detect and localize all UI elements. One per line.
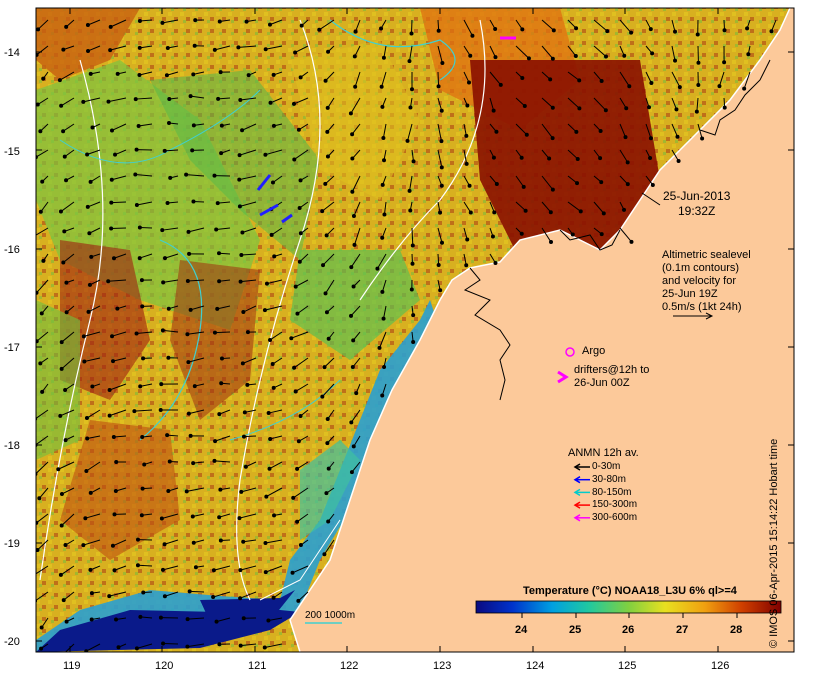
imos-credit: © IMOS 06-Apr-2015 15:14:22 Hobart time [768,438,780,648]
anmn-legend-arrow [573,501,590,509]
altimetry-note-line: Altimetric sealevel [662,249,751,261]
lon-tick-label: 120 [155,660,174,672]
colorbar-tick-label: 25 [569,624,582,636]
anmn-legend-item: 150-300m [592,499,638,510]
lon-tick-label: 119 [63,660,81,672]
lon-tick-label: 125 [618,660,637,672]
lat-tick-label: -17 [4,342,20,354]
lat-tick-label: -18 [4,440,20,452]
land-mass [290,8,794,652]
lat-tick-label: -19 [4,538,20,550]
anmn-legend-item: 30-80m [592,474,626,485]
anmn-legend-item: 300-600m [592,512,638,523]
argo-marker [565,347,575,357]
altimetry-note-line: 0.5m/s (1kt 24h) [662,301,742,313]
drifter-arrows [256,174,293,224]
date-label: 25-Jun-2013 [663,189,731,203]
colorbar-tick-label: 28 [730,624,743,636]
depth-scale-label: 200 1000m [305,610,356,621]
altimetry-note-line: and velocity for [662,275,736,287]
colorbar-title: Temperature (°C) NOAA18_L3U 6% ql>=4 [523,585,737,597]
colorbar [475,600,782,614]
drifters-label-line: drifters@12h to [574,364,650,376]
anmn-legend-arrow [573,488,590,497]
anmn-legend-item: 80-150m [592,487,632,498]
anmn-legend-arrow [573,476,590,484]
altimetry-note-line: (0.1m contours) [662,262,740,274]
anmn-legend-arrow [573,514,590,522]
anmn-legend-arrow [573,463,590,471]
anmn-legend-title: ANMN 12h av. [568,447,639,459]
time-label: 19:32Z [678,204,716,218]
colorbar-tick-label: 24 [515,624,528,636]
lat-tick-label: -14 [4,47,20,59]
drifter-marker [557,370,569,384]
lon-tick-label: 121 [248,660,267,672]
lon-tick-label: 123 [433,660,452,672]
lon-tick-label: 126 [711,660,730,672]
lon-tick-label: 122 [340,660,359,672]
map-frame [35,7,795,653]
lon-tick-label: 124 [526,660,545,672]
drifters-label-line: 26-Jun 00Z [574,377,630,389]
argo-label: Argo [582,345,606,357]
lat-tick-label: -15 [4,146,20,158]
lat-tick-label: -16 [4,244,20,256]
lat-tick-label: -20 [4,636,20,648]
anmn-legend-item: 0-30m [592,461,621,472]
colorbar-tick-label: 26 [622,624,635,636]
colorbar-tick-label: 27 [676,624,689,636]
altimetry-note-line: 25-Jun 19Z [662,288,718,300]
coastline [289,8,791,652]
sealevel-contour [39,59,104,581]
